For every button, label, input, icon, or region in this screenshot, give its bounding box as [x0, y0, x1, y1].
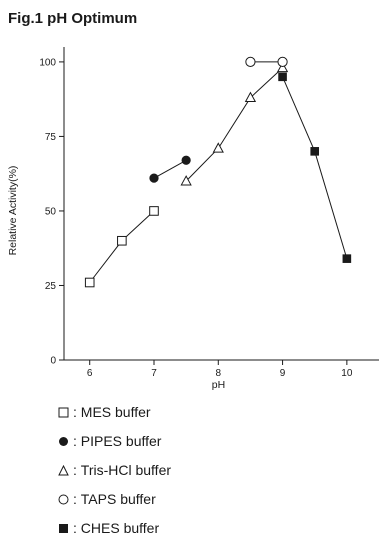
legend-item-mes: : MES buffer	[58, 398, 171, 427]
data-point-open-triangle	[212, 142, 224, 153]
open-square-marker-icon	[58, 407, 69, 418]
data-point-filled-square	[342, 254, 352, 263]
legend-separator: :	[73, 433, 77, 449]
y-axis-label: Relative Activity(%)	[7, 166, 19, 256]
y-tick-label: 75	[45, 132, 57, 143]
data-point-open-circle	[245, 56, 256, 68]
data-point-open-square	[84, 277, 95, 288]
legend-item-pipes: : PIPES buffer	[58, 427, 171, 456]
legend-item-tris-hcl: : Tris-HCl buffer	[58, 456, 171, 485]
data-point-filled-square	[310, 147, 320, 156]
legend-separator: :	[73, 462, 77, 478]
legend-label: CHES buffer	[80, 520, 160, 536]
data-point-open-circle	[277, 56, 288, 68]
data-point-filled-circle	[149, 173, 159, 183]
data-point-open-square	[117, 235, 127, 246]
legend-item-taps: : TAPS buffer	[58, 485, 171, 514]
x-tick-label: 6	[87, 368, 93, 379]
x-tick-label: 9	[280, 368, 286, 379]
data-point-filled-square	[278, 72, 287, 82]
chart-title: Fig.1 pH Optimum	[8, 10, 138, 27]
x-tick-label: 8	[216, 368, 222, 379]
legend-separator: :	[73, 491, 77, 507]
legend-label: MES buffer	[80, 404, 151, 420]
series-line-open-square	[89, 210, 155, 283]
data-point-open-triangle	[244, 91, 257, 102]
series-line-open-triangle	[185, 67, 283, 182]
legend-label: TAPS buffer	[80, 491, 156, 507]
series-line-filled-circle	[153, 159, 187, 179]
y-tick-label: 0	[50, 356, 56, 367]
filled-circle-marker-icon	[59, 437, 68, 446]
series-line-filled-square	[282, 76, 348, 259]
y-tick-label: 50	[45, 206, 57, 217]
open-triangle-marker-icon	[58, 465, 69, 476]
data-point-open-triangle	[180, 175, 192, 186]
data-point-open-triangle	[276, 61, 289, 73]
data-point-open-square	[149, 206, 159, 216]
legend-label: Tris-HCl buffer	[80, 462, 172, 478]
x-tick-label: 7	[151, 368, 157, 379]
legend-separator: :	[73, 404, 77, 420]
filled-square-marker-icon	[59, 524, 68, 533]
x-axis-label: pH	[212, 379, 225, 390]
legend-separator: :	[73, 520, 77, 536]
x-tick-label: 10	[341, 368, 353, 379]
y-tick-label: 100	[39, 57, 56, 68]
y-tick-label: 25	[45, 281, 57, 292]
legend: : MES buffer : PIPES buffer : Tris-HCl b…	[58, 398, 171, 543]
data-point-filled-circle	[181, 155, 191, 165]
ph-optimum-chart: 0 25 50 75 100 6 7 8 9 10 pH Relative Activity(%)	[7, 47, 379, 390]
legend-label: PIPES buffer	[80, 433, 162, 449]
legend-item-ches: : CHES buffer	[58, 514, 171, 543]
open-circle-marker-icon	[58, 494, 69, 505]
